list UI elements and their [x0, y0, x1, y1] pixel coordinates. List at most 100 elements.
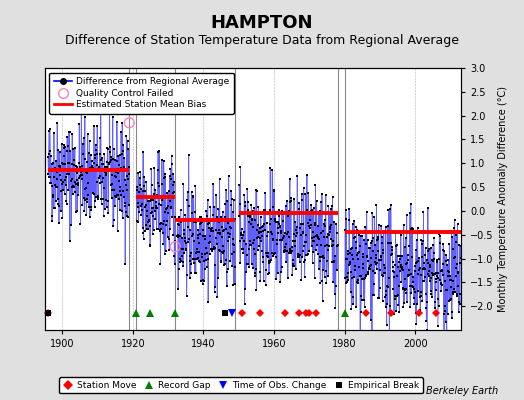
Point	[123, 172, 132, 179]
Point	[44, 171, 52, 177]
Point	[123, 138, 132, 144]
Point	[173, 232, 182, 238]
Point	[63, 143, 72, 150]
Point	[208, 246, 216, 253]
Point	[137, 186, 145, 192]
Point	[56, 164, 64, 170]
Point	[264, 271, 272, 277]
Point	[89, 164, 97, 171]
Point	[391, 296, 399, 302]
Point	[104, 198, 113, 205]
Point	[389, 286, 398, 292]
Point	[145, 198, 153, 204]
Point	[52, 176, 61, 182]
Point	[422, 305, 430, 311]
Point	[410, 295, 418, 302]
Point	[304, 223, 313, 229]
Point	[437, 280, 445, 286]
Point	[344, 248, 352, 254]
Point	[259, 259, 267, 265]
Point	[63, 171, 72, 178]
Point	[200, 236, 209, 242]
Point	[422, 290, 430, 297]
Point	[327, 236, 335, 242]
Point	[224, 266, 233, 272]
Point	[410, 286, 418, 292]
Point	[430, 271, 439, 277]
Point	[331, 253, 340, 259]
Point	[189, 231, 197, 237]
Point	[213, 214, 221, 220]
Point	[196, 214, 205, 220]
Point	[91, 198, 100, 204]
Point	[198, 254, 206, 260]
Point	[397, 278, 406, 285]
Point	[202, 250, 211, 256]
Point	[47, 161, 56, 168]
Point	[292, 227, 300, 233]
Point	[253, 188, 261, 194]
Point	[361, 274, 369, 281]
Point	[451, 216, 459, 223]
Point	[140, 188, 149, 194]
Point	[454, 270, 462, 276]
Point	[321, 223, 330, 229]
Point	[108, 187, 116, 193]
Point	[223, 220, 232, 226]
Point	[384, 207, 392, 213]
Point	[262, 250, 270, 256]
Point	[353, 252, 362, 258]
Point	[210, 246, 219, 252]
Point	[348, 294, 357, 300]
Point	[58, 215, 67, 221]
Point	[203, 220, 212, 227]
Point	[445, 277, 454, 283]
Point	[170, 253, 179, 260]
Point	[178, 252, 186, 259]
Point	[268, 237, 277, 243]
Point	[143, 212, 151, 219]
Point	[443, 262, 452, 268]
Point	[374, 295, 383, 301]
Point	[365, 266, 373, 272]
Point	[154, 226, 162, 232]
Point	[344, 250, 352, 257]
Point	[298, 190, 306, 197]
Point	[435, 231, 443, 238]
Point	[252, 217, 260, 223]
Point	[245, 246, 253, 252]
Point	[307, 222, 315, 228]
Point	[95, 166, 103, 172]
Point	[260, 227, 269, 233]
Point	[173, 233, 181, 239]
Point	[114, 192, 122, 198]
Point	[187, 261, 195, 268]
Point	[380, 270, 389, 276]
Point	[64, 160, 73, 166]
Point	[418, 254, 426, 260]
Point	[331, 290, 339, 297]
Point	[430, 249, 438, 256]
Point	[77, 169, 85, 176]
Point	[114, 152, 123, 159]
Point	[316, 254, 325, 260]
Point	[92, 194, 100, 200]
Point	[78, 163, 86, 169]
Point	[380, 269, 388, 276]
Point	[134, 200, 142, 206]
Point	[355, 263, 363, 270]
Point	[194, 235, 203, 241]
Point	[425, 273, 433, 279]
Point	[386, 239, 395, 246]
Point	[282, 241, 291, 247]
Point	[178, 234, 187, 241]
Point	[348, 221, 357, 227]
Point	[441, 278, 449, 284]
Point	[139, 236, 148, 242]
Point	[381, 224, 390, 230]
Point	[365, 262, 374, 269]
Point	[199, 227, 208, 234]
Point	[456, 243, 465, 249]
Point	[315, 236, 323, 242]
Point	[356, 233, 365, 239]
